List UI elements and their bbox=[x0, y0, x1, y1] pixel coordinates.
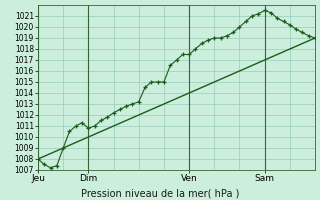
Text: Pression niveau de la mer( hPa ): Pression niveau de la mer( hPa ) bbox=[81, 188, 239, 198]
